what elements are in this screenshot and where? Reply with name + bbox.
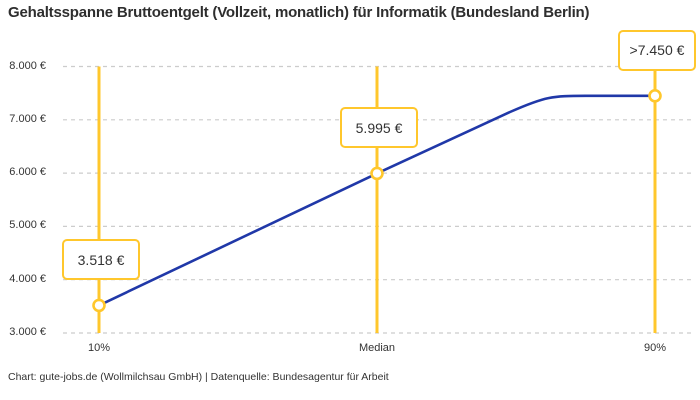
callout-10th-percentile-value: 3.518 €: [77, 251, 125, 268]
data-point-90%: [648, 89, 662, 103]
y-axis-tick-label: 6.000 €: [9, 166, 46, 179]
chart-source: Chart: gute-jobs.de (Wollmilchsau GmbH) …: [8, 371, 389, 383]
y-axis-tick-label: 8.000 €: [9, 59, 46, 72]
callout-90th-percentile-value: >7.450 €: [629, 42, 685, 59]
data-point-median: [370, 166, 384, 181]
x-axis-category-label: 10%: [87, 342, 111, 354]
x-axis-category-label: Median: [358, 342, 396, 354]
y-axis-tick-label: 7.000 €: [9, 112, 46, 125]
y-axis-tick-label: 4.000 €: [9, 272, 46, 285]
data-point-10%: [92, 298, 106, 313]
y-axis-tick-label: 5.000 €: [9, 219, 46, 232]
callout-90th-percentile: >7.450 €: [618, 29, 696, 71]
salary-line: [98, 94, 655, 307]
callout-median: 5.995 €: [340, 107, 418, 149]
chart-title: Gehaltsspanne Bruttoentgelt (Vollzeit, m…: [8, 4, 590, 21]
callout-10th-percentile: 3.518 €: [62, 239, 140, 281]
x-axis-category-label: 90%: [643, 342, 667, 354]
y-axis-tick-label: 3.000 €: [9, 326, 46, 338]
callout-median-value: 5.995 €: [355, 119, 403, 136]
